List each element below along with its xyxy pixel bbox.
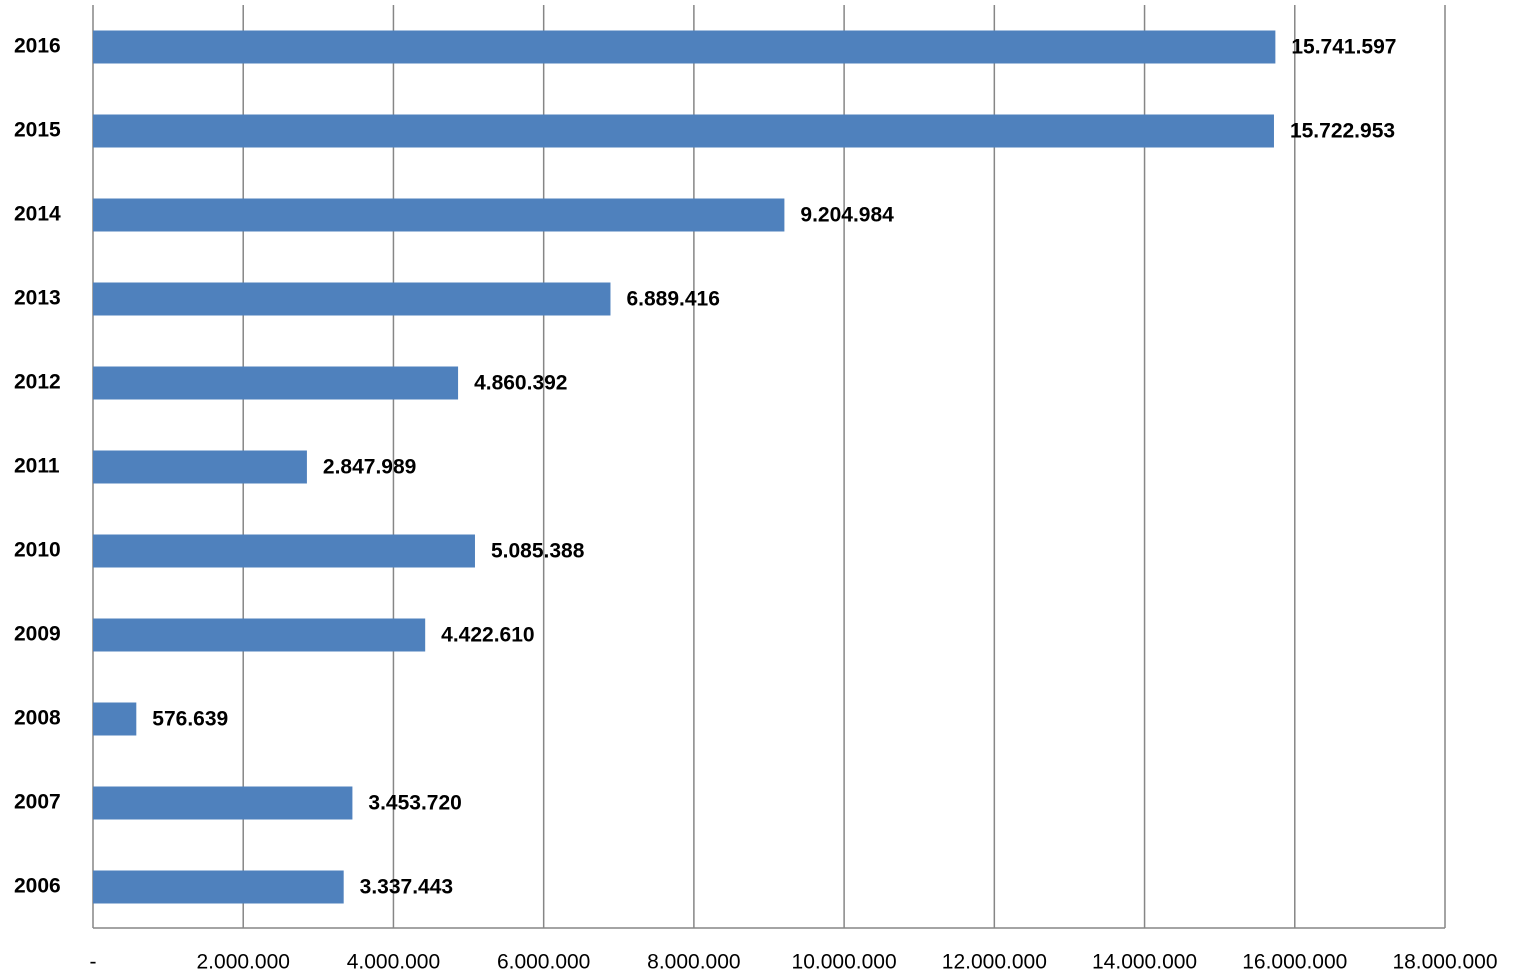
bar bbox=[93, 283, 610, 316]
x-tick-label: 12.000.000 bbox=[942, 951, 1047, 974]
x-tick-label: 14.000.000 bbox=[1092, 951, 1197, 974]
bar bbox=[93, 787, 352, 820]
x-tick-label: 2.000.000 bbox=[197, 951, 290, 974]
x-tick-label: - bbox=[90, 951, 97, 974]
x-tick-label: 6.000.000 bbox=[497, 951, 590, 974]
x-tick-label: 18.000.000 bbox=[1392, 951, 1497, 974]
x-tick-label: 16.000.000 bbox=[1242, 951, 1347, 974]
y-tick-label: 2010 bbox=[14, 539, 61, 562]
x-tick-label: 4.000.000 bbox=[347, 951, 440, 974]
y-tick-label: 2015 bbox=[14, 119, 61, 142]
x-tick-label: 8.000.000 bbox=[647, 951, 740, 974]
bar bbox=[93, 115, 1274, 148]
value-label: 9.204.984 bbox=[800, 204, 894, 227]
bar bbox=[93, 199, 784, 232]
y-tick-label: 2016 bbox=[14, 35, 61, 58]
bar bbox=[93, 31, 1275, 64]
bar bbox=[93, 451, 307, 484]
value-label: 4.422.610 bbox=[441, 624, 534, 647]
value-label: 15.722.953 bbox=[1290, 120, 1395, 143]
y-tick-label: 2012 bbox=[14, 371, 61, 394]
value-label: 2.847.989 bbox=[323, 456, 416, 479]
y-tick-label: 2011 bbox=[14, 455, 60, 478]
y-tick-label: 2009 bbox=[14, 623, 61, 646]
bar bbox=[93, 367, 458, 400]
y-tick-label: 2013 bbox=[14, 287, 61, 310]
value-label: 3.337.443 bbox=[360, 876, 453, 899]
value-label: 5.085.388 bbox=[491, 540, 585, 563]
value-label: 576.639 bbox=[152, 708, 228, 731]
bar bbox=[93, 619, 425, 652]
bar bbox=[93, 703, 136, 736]
bar bbox=[93, 535, 475, 568]
value-label: 6.889.416 bbox=[626, 288, 719, 311]
y-tick-label: 2006 bbox=[14, 875, 61, 898]
bar bbox=[93, 871, 344, 904]
chart: - 2.000.000 4.000.000 6.000.000 8.000.000 10.… bbox=[0, 0, 1514, 976]
value-label: 15.741.597 bbox=[1291, 36, 1396, 59]
value-label: 3.453.720 bbox=[368, 792, 461, 815]
x-tick-label: 10.000.000 bbox=[792, 951, 897, 974]
y-tick-label: 2007 bbox=[14, 791, 61, 814]
value-label: 4.860.392 bbox=[474, 372, 567, 395]
y-tick-label: 2014 bbox=[14, 203, 61, 226]
y-tick-label: 2008 bbox=[14, 707, 61, 730]
